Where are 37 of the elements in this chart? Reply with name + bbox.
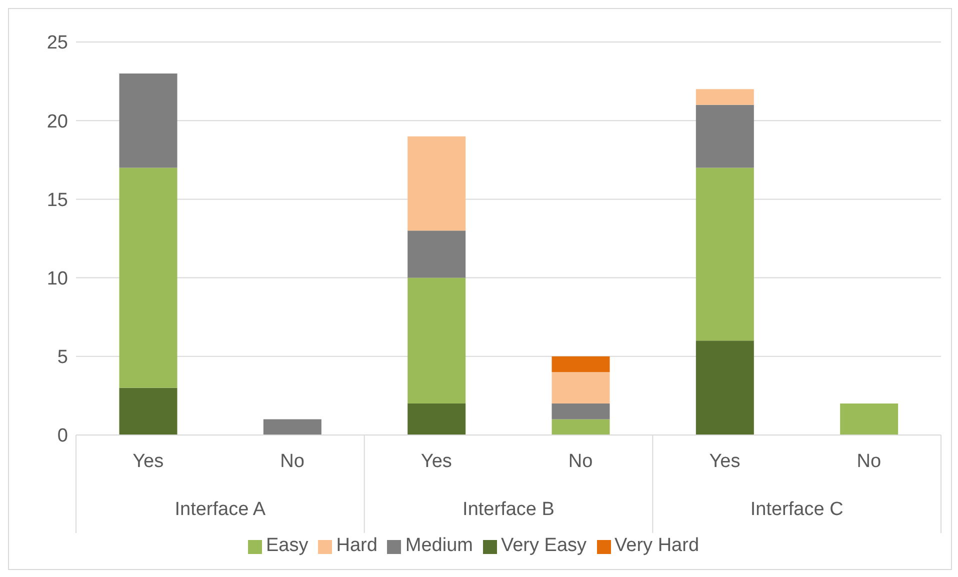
- legend-label: Medium: [405, 535, 473, 556]
- bar: [408, 278, 466, 404]
- legend-label: Easy: [266, 535, 308, 556]
- bar: [696, 168, 754, 341]
- legend-label: Very Easy: [500, 535, 587, 556]
- bar: [263, 419, 322, 435]
- legend-label: Hard: [336, 535, 378, 556]
- y-tick-label: 15: [46, 190, 68, 211]
- bar: [552, 419, 610, 435]
- text: Interface B: [462, 499, 554, 520]
- legend-label: Very Hard: [614, 535, 700, 556]
- bar: [840, 404, 898, 435]
- x-tick-label: No: [856, 451, 882, 472]
- bar: [696, 340, 754, 435]
- text: Interface A: [174, 499, 266, 520]
- bar: [119, 168, 178, 388]
- bar: [408, 404, 466, 435]
- y-tick-label: 5: [57, 347, 68, 368]
- x-tick-label: No: [568, 451, 593, 472]
- y-tick-label: 20: [46, 111, 68, 132]
- x-tick-label: Yes: [709, 451, 740, 472]
- bar: [408, 230, 466, 278]
- x-tick-label: Yes: [132, 451, 164, 472]
- bar: [552, 356, 610, 372]
- x-tick-label: No: [280, 451, 304, 472]
- y-tick-label: 25: [46, 32, 68, 54]
- text: Interface C: [750, 499, 844, 520]
- bar: [408, 136, 466, 231]
- bar: [552, 404, 610, 420]
- bar: [696, 104, 754, 168]
- x-tick-label: Yes: [420, 451, 452, 472]
- bar: [696, 89, 754, 105]
- bar: [119, 388, 178, 435]
- y-tick-label: 10: [46, 268, 68, 290]
- bar: [119, 73, 178, 168]
- bar: [552, 372, 610, 404]
- y-tick-label: 0: [57, 426, 68, 447]
